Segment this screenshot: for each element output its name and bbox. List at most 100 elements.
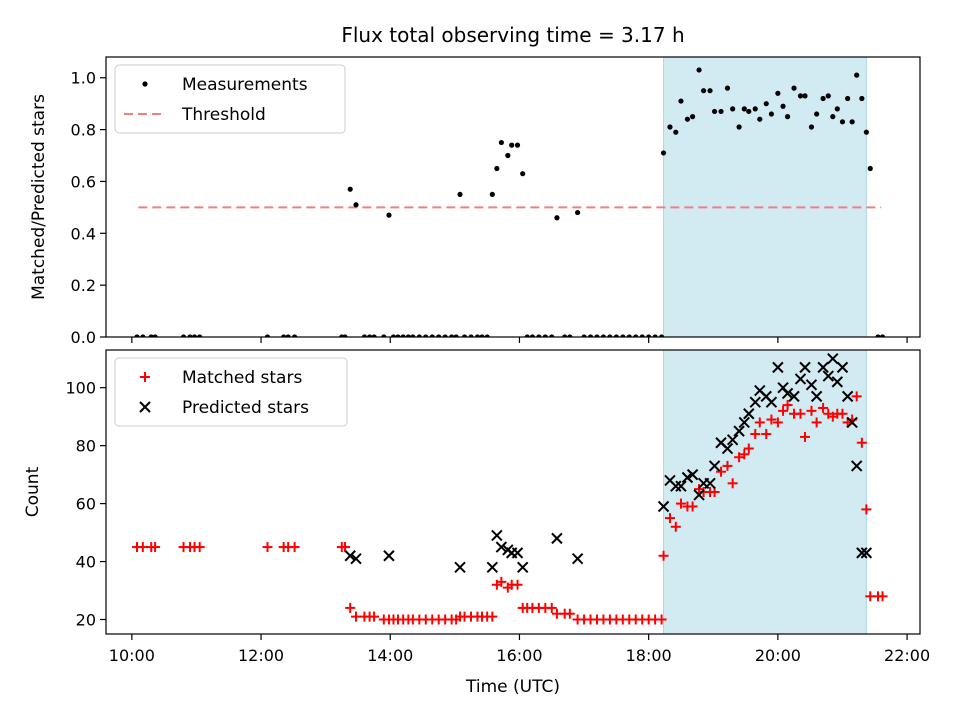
- top-measurement-point: [689, 114, 696, 120]
- top-measurement-point: [660, 150, 667, 156]
- matched-star-marker: [811, 417, 822, 428]
- matched-star-marker: [194, 542, 205, 553]
- top-measurement-point: [849, 119, 855, 125]
- legend-predicted-marker: [139, 401, 151, 413]
- predicted-star-marker: [344, 550, 356, 562]
- x-axis-label: Time (UTC): [465, 677, 560, 697]
- matched-star-marker: [743, 443, 754, 454]
- bottom-legend-label: Matched stars: [182, 368, 302, 388]
- top-measurement-point: [505, 152, 511, 159]
- top-measurement-point: [520, 171, 526, 177]
- x-tick-label: 14:00: [367, 646, 413, 665]
- predicted-star-marker: [831, 376, 844, 388]
- matched-star-marker: [750, 429, 761, 440]
- top-measurement-point: [536, 334, 542, 337]
- predicted-star-marker: [794, 373, 807, 385]
- top-measurement-point: [791, 85, 797, 91]
- top-measurement-point: [484, 334, 490, 337]
- top-measurement-point: [797, 93, 804, 99]
- top-measurement-point: [600, 334, 607, 337]
- matched-star-marker: [877, 591, 888, 602]
- predicted-star-marker: [738, 416, 750, 429]
- top-measurement-point: [587, 334, 594, 337]
- bottom-y-axis-label: Count: [23, 466, 43, 517]
- top-measurement-point: [830, 114, 836, 120]
- top-measurement-point: [461, 334, 468, 337]
- top-measurement-point: [449, 334, 455, 337]
- top-measurement-point: [658, 334, 665, 337]
- top-y-tick-label: 0.2: [71, 276, 96, 295]
- top-measurement-point: [366, 334, 373, 337]
- chart-title: Flux total observing time = 3.17 h: [341, 23, 684, 47]
- matched-star-marker: [716, 466, 727, 477]
- top-measurement-point: [859, 95, 865, 102]
- matched-star-marker: [487, 611, 498, 622]
- matched-star-marker: [369, 611, 380, 622]
- top-measurement-point: [381, 334, 387, 337]
- top-y-tick-label: 0.8: [71, 121, 96, 140]
- matched-star-marker: [722, 460, 733, 471]
- top-measurement-point: [361, 334, 368, 337]
- predicted-star-marker: [860, 547, 873, 559]
- top-measurement-point: [741, 106, 747, 112]
- top-measurement-point: [867, 165, 873, 172]
- predicted-star-marker: [817, 361, 829, 374]
- top-y-tick-label: 0.6: [71, 172, 96, 191]
- predicted-star-marker: [686, 468, 699, 481]
- matched-star-marker: [262, 542, 273, 553]
- predicted-star-marker: [693, 489, 705, 501]
- top-y-axis-label: Matched/Predicted stars: [29, 94, 49, 300]
- top-measurement-point: [342, 334, 348, 337]
- predicted-star-marker: [511, 547, 524, 559]
- top-measurement-point: [633, 334, 639, 337]
- top-measurement-point: [281, 334, 287, 337]
- top-measurement-point: [524, 334, 530, 337]
- matched-star-marker: [658, 550, 669, 561]
- top-measurement-point: [594, 334, 600, 337]
- top-measurement-point: [825, 93, 831, 99]
- top-measurement-point: [494, 165, 500, 172]
- legend-measurements-marker: [142, 81, 148, 87]
- matched-star-marker: [861, 504, 872, 515]
- top-measurement-point: [613, 334, 619, 337]
- top-measurement-point: [429, 334, 435, 337]
- top-measurement-point: [863, 129, 869, 135]
- top-measurement-point: [453, 334, 459, 337]
- bottom-legend-label: Predicted stars: [182, 398, 309, 418]
- top-measurement-point: [845, 95, 851, 102]
- top-measurement-point: [405, 334, 411, 337]
- predicted-star-marker: [708, 460, 721, 472]
- top-measurement-point: [802, 93, 808, 99]
- top-measurement-point: [620, 334, 626, 337]
- top-measurement-point: [646, 334, 652, 337]
- predicted-star-marker: [788, 390, 800, 403]
- top-measurement-point: [575, 209, 581, 216]
- matched-star-marker: [778, 405, 789, 416]
- top-measurement-point: [416, 334, 422, 337]
- matched-star-marker: [564, 608, 575, 619]
- top-measurement-point: [371, 334, 377, 337]
- top-legend-label: Threshold: [181, 105, 266, 125]
- x-tick-label: 16:00: [496, 646, 542, 665]
- matched-star-marker: [670, 521, 681, 532]
- top-measurement-point: [684, 116, 691, 122]
- x-tick-label: 20:00: [755, 646, 801, 665]
- matched-star-marker: [772, 417, 783, 428]
- matched-star-marker: [656, 614, 667, 625]
- top-measurement-point: [180, 334, 187, 337]
- top-measurement-point: [768, 111, 775, 117]
- top-measurement-point: [626, 334, 632, 337]
- predicted-star-marker: [571, 552, 584, 565]
- bottom-y-tick-label: 60: [76, 495, 96, 514]
- predicted-star-marker: [704, 477, 716, 490]
- predicted-star-marker: [743, 408, 755, 420]
- matched-star-marker: [664, 513, 675, 524]
- matched-star-marker: [727, 478, 738, 489]
- bottom-legend: [114, 357, 348, 427]
- top-measurement-point: [187, 334, 193, 337]
- top-measurement-point: [457, 191, 463, 198]
- predicted-star-marker: [657, 500, 670, 513]
- top-measurement-point: [140, 334, 146, 337]
- predicted-star-marker: [856, 547, 868, 559]
- top-measurement-point: [410, 334, 416, 337]
